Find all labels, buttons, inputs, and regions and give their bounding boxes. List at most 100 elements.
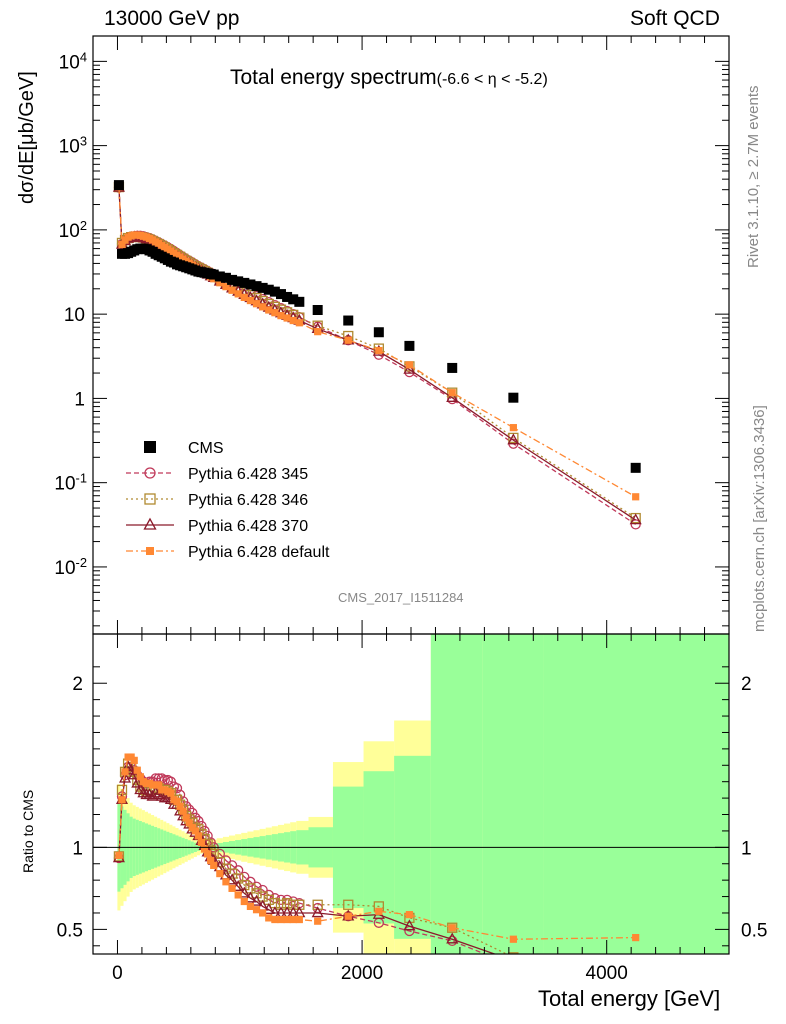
cms-point [508, 392, 519, 403]
series-point [295, 319, 303, 327]
ratio-point [240, 897, 248, 906]
chart-title: Total energy spectrum(-6.6 < η < -5.2) [230, 66, 548, 90]
ratio-point [155, 781, 163, 789]
legend-label: Pythia 6.428 345 [188, 466, 308, 483]
ratio-point [251, 881, 262, 892]
y-axis-label-ratio: Ratio to CMS [20, 789, 36, 873]
ratio-point [312, 899, 323, 910]
ratio-point [314, 917, 322, 925]
series-point [375, 346, 383, 355]
ratio-point [161, 791, 174, 803]
ratio-point [118, 771, 132, 783]
inner-band-segment [543, 634, 729, 954]
ratio-point [222, 878, 230, 886]
series-point [259, 303, 267, 311]
cms-point [208, 269, 219, 280]
ratio-point [311, 906, 324, 918]
cms-point [404, 340, 415, 351]
ratio-point [216, 869, 224, 878]
series-point [344, 336, 352, 344]
inner-band-segment [482, 634, 544, 954]
ratio-point [176, 802, 184, 810]
y-tick-label: 1 [74, 389, 85, 410]
cms-point [275, 289, 286, 300]
legend-marker [146, 547, 154, 555]
ratio-uncertainty-bands [117, 634, 729, 954]
legend-marker [144, 493, 156, 505]
ratio-point [405, 911, 414, 919]
legend-marker [144, 467, 156, 479]
cms-point [214, 271, 225, 282]
series-point [403, 362, 416, 374]
analysis-label: CMS_2017_I1511284 [338, 590, 464, 605]
ratio-point [115, 851, 123, 860]
ratio-point [632, 933, 640, 942]
ratio-point [226, 873, 239, 885]
ratio-point [509, 935, 517, 943]
legend-label: CMS [188, 440, 224, 457]
ratio-point [631, 967, 641, 976]
ratio-point [197, 838, 206, 847]
ratio-point [128, 768, 141, 780]
ratio-point [137, 786, 150, 798]
ratio-point [136, 773, 144, 781]
cms-point [257, 282, 268, 293]
chart-title-range: (-6.6 < η < -5.2) [436, 71, 548, 88]
ratio-point [228, 884, 236, 892]
ratio-point [344, 912, 352, 920]
series-point [632, 493, 640, 501]
ratio-point [232, 879, 245, 891]
x-tick-label: 4000 [586, 963, 628, 984]
spectrum-series [112, 180, 642, 530]
legend-label: Pythia 6.428 default [188, 544, 330, 561]
ratio-point [403, 919, 416, 931]
ratio-point [131, 776, 144, 788]
ratio-point [239, 871, 250, 883]
ratio-point [194, 832, 203, 840]
cms-point [113, 180, 124, 191]
ratio-series [112, 753, 641, 976]
ratio-point [257, 884, 268, 896]
cms-point [263, 284, 274, 295]
ratio-point [149, 786, 162, 798]
series-point [234, 290, 242, 298]
x-axis-label: Total energy [GeV] [538, 986, 721, 1011]
series-point [507, 433, 520, 445]
x-tick-label: 2000 [341, 963, 383, 984]
ratio-point [251, 888, 262, 899]
y-tick-label: 103 [59, 133, 87, 158]
series-point [216, 279, 224, 287]
ratio-tick-label-right: 2 [741, 674, 752, 695]
cms-point [630, 462, 641, 473]
ratio-point [271, 915, 279, 924]
ratio-point [200, 845, 209, 853]
cms-point [447, 362, 458, 373]
series-point [271, 309, 279, 317]
inner-band-segment [430, 634, 483, 954]
cms-point [312, 305, 323, 316]
cms-point [373, 327, 384, 338]
ratio-point [182, 814, 190, 822]
ratio-point [173, 797, 181, 805]
ratio-point [226, 860, 238, 871]
series-point [277, 312, 285, 320]
y-tick-label: 10-1 [54, 470, 87, 495]
ratio-point [448, 924, 456, 932]
legend-label: Pythia 6.428 370 [188, 518, 308, 535]
legend-marker-cms [144, 441, 156, 453]
ratio-point [204, 850, 212, 858]
rivet-label: Rivet 3.1.10, ≥ 2.7M events [745, 85, 762, 269]
ratio-point [343, 899, 354, 910]
series-point [246, 296, 255, 305]
chart-title-main: Total energy spectrum [230, 66, 437, 89]
ratio-point [133, 766, 141, 774]
process-label: Soft QCD [630, 7, 720, 30]
ratio-point [283, 915, 291, 924]
ratio-point [210, 861, 218, 869]
cms-point [282, 291, 293, 302]
ratio-point [245, 876, 256, 887]
series-point [509, 424, 517, 432]
ratio-tick-label-right: 1 [741, 838, 752, 859]
ratio-point [185, 819, 193, 827]
